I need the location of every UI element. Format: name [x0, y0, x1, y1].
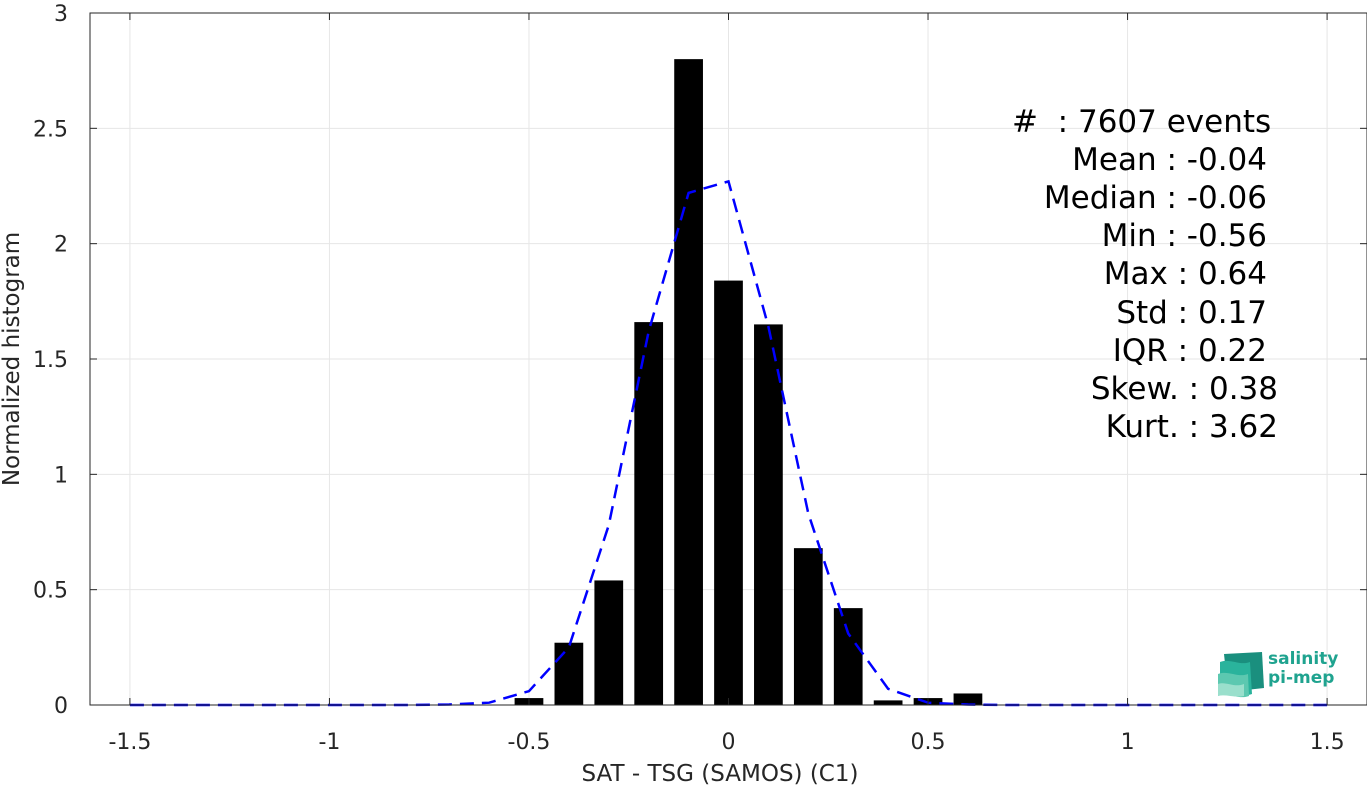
stat-min: Min : -0.56	[1101, 218, 1267, 254]
x-tick-label: 1.5	[1310, 730, 1345, 755]
histogram-bar	[714, 280, 743, 705]
stat-kurt: Kurt. : 3.62	[1105, 409, 1278, 445]
histogram-bar	[674, 59, 703, 705]
y-tick-label: 1.5	[33, 348, 68, 373]
histogram-bar	[754, 324, 783, 705]
histogram-bar	[833, 608, 863, 705]
y-tick-label: 0.5	[33, 579, 68, 604]
histogram-bar	[634, 322, 664, 705]
x-tick-label: 0	[722, 730, 736, 755]
x-tick-label: -0.5	[508, 730, 551, 755]
x-tick-label: -1	[318, 730, 340, 755]
ticks: -1.5 -1 -0.5 0 0.5 1 1.5 0 0.5 1 1.5 2 2.5 3	[33, 2, 1367, 755]
histogram-bar	[594, 580, 624, 705]
histogram-bar	[953, 693, 983, 705]
wave-logo-icon	[1218, 652, 1264, 698]
y-axis-label: Normalized histogram	[0, 232, 25, 486]
logo-line2: pi-mep	[1268, 668, 1335, 688]
histogram-bar	[873, 700, 903, 705]
bars	[514, 59, 983, 705]
x-tick-label: 1	[1121, 730, 1135, 755]
y-tick-label: 2.5	[33, 117, 68, 142]
stat-count: # : 7607 events	[1012, 104, 1272, 140]
x-tick-label: -1.5	[108, 730, 151, 755]
stat-max: Max : 0.64	[1103, 256, 1267, 292]
x-axis-label: SAT - TSG (SAMOS) (C1)	[582, 761, 859, 785]
stat-std: Std : 0.17	[1116, 295, 1267, 331]
y-tick-label: 1	[54, 463, 68, 488]
logo-line1: salinity	[1268, 649, 1339, 669]
stat-iqr: IQR : 0.22	[1112, 333, 1267, 369]
stat-skew: Skew. : 0.38	[1090, 371, 1278, 407]
x-tick-label: 0.5	[911, 730, 946, 755]
salinity-pi-mep-logo	[1216, 646, 1346, 698]
y-tick-label: 2	[54, 233, 68, 258]
y-tick-label: 3	[54, 2, 68, 27]
stat-mean: Mean : -0.04	[1072, 142, 1267, 178]
stat-median: Median : -0.06	[1043, 180, 1267, 216]
histogram-bar	[554, 642, 584, 705]
y-tick-label: 0	[54, 694, 68, 719]
histogram-bar	[793, 548, 823, 705]
